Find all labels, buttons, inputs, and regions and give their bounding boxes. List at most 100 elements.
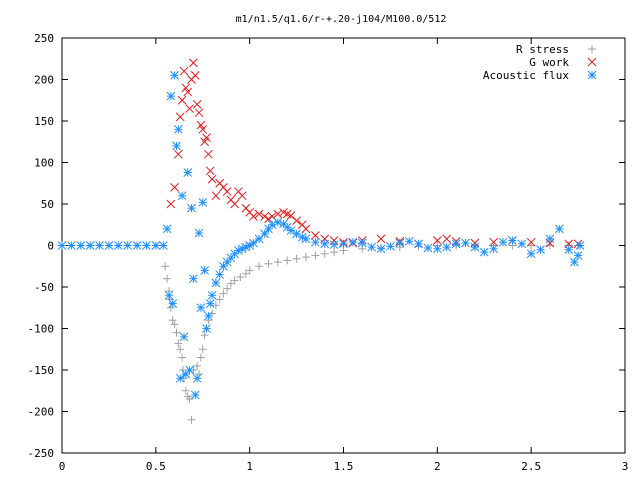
data-point	[185, 395, 194, 404]
data-point	[161, 262, 170, 271]
y-tick-label: -100	[28, 323, 55, 336]
data-point	[200, 266, 209, 275]
data-point	[185, 365, 194, 375]
data-point	[367, 242, 377, 252]
data-point	[545, 234, 555, 244]
data-point	[348, 237, 358, 247]
legend-label: G work	[529, 56, 569, 69]
data-point	[164, 290, 174, 300]
data-point	[211, 301, 220, 310]
x-tick-label: 0.5	[146, 460, 166, 473]
data-point	[339, 239, 348, 249]
data-point	[395, 238, 405, 248]
data-point	[190, 70, 200, 80]
data-point	[461, 238, 470, 248]
chart-title: m1/n1.5/q1.6/r-+.20-j104/M100.0/512	[236, 14, 447, 25]
data-point	[202, 133, 211, 142]
data-point	[194, 108, 204, 118]
data-point	[196, 353, 205, 362]
data-point	[194, 228, 204, 238]
data-point	[432, 236, 442, 245]
data-point	[498, 237, 508, 247]
data-point	[311, 251, 320, 260]
data-point	[470, 238, 480, 248]
data-point	[162, 224, 172, 234]
data-point	[198, 197, 208, 207]
data-point	[200, 331, 209, 340]
data-point	[205, 299, 215, 308]
data-point	[183, 168, 193, 177]
data-point	[219, 289, 228, 298]
data-point	[376, 234, 386, 244]
data-point	[187, 415, 196, 424]
data-point	[260, 229, 270, 239]
data-point	[292, 216, 301, 225]
data-point	[172, 141, 181, 151]
data-point	[223, 284, 232, 293]
data-point	[170, 320, 179, 329]
data-point	[442, 242, 452, 252]
data-point	[273, 209, 283, 219]
data-points	[57, 58, 585, 424]
data-point	[193, 361, 202, 370]
data-point	[198, 124, 208, 134]
data-point	[241, 269, 250, 278]
data-point	[170, 70, 179, 80]
data-point	[179, 332, 189, 342]
data-point	[177, 191, 187, 201]
data-point	[451, 239, 461, 249]
data-point	[187, 203, 196, 213]
series-r-stress	[161, 241, 583, 424]
data-point	[226, 279, 235, 288]
data-point	[168, 299, 178, 308]
data-point	[517, 239, 527, 249]
data-point	[211, 278, 221, 288]
data-point	[173, 149, 183, 159]
x-tick-label: 1	[246, 460, 253, 473]
data-point	[175, 373, 185, 383]
data-point	[176, 345, 185, 354]
data-point	[230, 199, 240, 209]
data-point	[168, 316, 177, 325]
data-point	[175, 112, 185, 122]
data-point	[185, 104, 194, 113]
data-point	[230, 276, 239, 285]
data-point	[554, 224, 564, 234]
data-point	[192, 373, 202, 383]
x-tick-label: 3	[622, 460, 629, 473]
data-point	[57, 241, 67, 250]
axis-ticks: 0 0.5 1 1.5 2 2.5 3 -250 -200 -150 -100 -50 0 50 100 15…	[28, 32, 629, 473]
legend-label: R stress	[516, 43, 569, 56]
data-point	[292, 254, 301, 263]
legend-marker	[588, 45, 596, 53]
data-point	[207, 174, 217, 184]
data-point	[255, 262, 264, 271]
data-point	[442, 234, 452, 244]
y-tick-label: -250	[28, 447, 55, 460]
data-point	[174, 339, 183, 348]
data-point	[536, 245, 545, 255]
data-point	[432, 244, 442, 254]
y-tick-label: 150	[34, 115, 54, 128]
data-point	[273, 217, 283, 227]
data-point	[241, 242, 251, 252]
x-tick-label: 0	[59, 460, 66, 473]
data-point	[564, 245, 574, 255]
data-point	[301, 224, 311, 234]
y-tick-label: 0	[47, 240, 54, 253]
legend-label: Acoustic flux	[483, 69, 569, 82]
data-point	[178, 353, 187, 362]
data-point	[273, 258, 282, 267]
data-point	[202, 324, 211, 333]
data-point	[404, 236, 414, 246]
data-point	[215, 295, 224, 304]
data-point	[320, 239, 330, 249]
x-tick-label: 1.5	[334, 460, 354, 473]
data-point	[283, 256, 292, 265]
y-tick-label: -150	[28, 364, 55, 377]
data-point	[85, 241, 95, 250]
data-point	[192, 100, 202, 109]
data-point	[526, 249, 536, 259]
